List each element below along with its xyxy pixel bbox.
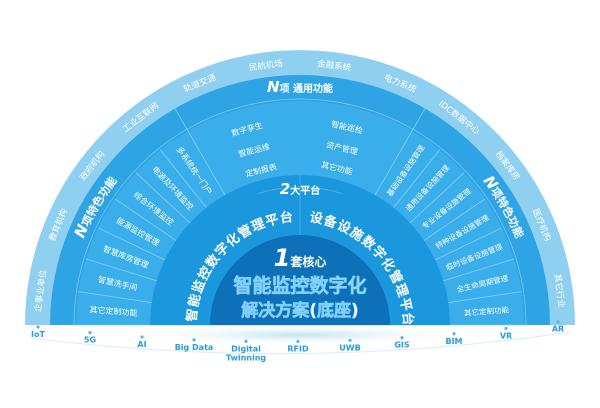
- cells-outline: [73, 98, 527, 326]
- core-line-1: 智能监控数字化: [233, 274, 366, 297]
- cell-divider: [443, 258, 515, 282]
- tech-dot: [296, 339, 300, 344]
- core-title: 1套核心: [274, 244, 327, 272]
- tech-label: Big Data: [175, 343, 214, 352]
- tech-dot: [88, 331, 92, 335]
- tech-label: BIM: [445, 337, 462, 346]
- industry-label: 民航机场: [248, 58, 283, 73]
- tech-dot: [556, 320, 560, 324]
- tech-dot: [452, 332, 456, 336]
- cell-divider: [78, 291, 152, 303]
- tech-label: AR: [552, 325, 564, 334]
- tech-dot: [348, 338, 352, 342]
- section-divider: [174, 108, 226, 196]
- tech-label: RFID: [287, 345, 309, 354]
- tech-orbit: [29, 331, 571, 355]
- cell-divider: [135, 172, 191, 224]
- tech-dot: [192, 338, 196, 342]
- feature-left-item: 其它定制功能: [89, 304, 138, 318]
- cell-divider: [85, 258, 157, 282]
- cell-divider: [409, 172, 465, 224]
- core-circle: [210, 235, 390, 325]
- core-line-2: 解决方案(底座): [241, 300, 359, 321]
- tech-label: GIS: [394, 341, 410, 350]
- tech-dot: [36, 325, 40, 329]
- cell-divider: [114, 198, 177, 241]
- cell-divider: [434, 227, 502, 261]
- industry-label: 金融系统: [317, 58, 353, 73]
- tech-label: UWB: [339, 343, 360, 352]
- platform-tab: [257, 186, 343, 195]
- tech-label: AI: [137, 340, 146, 349]
- cell-divider: [393, 149, 440, 208]
- tech-label: 5G: [84, 336, 96, 345]
- tech-dot: [400, 336, 404, 340]
- feature-right-item: 其它定制功能: [464, 304, 510, 317]
- tech-label: VR: [500, 331, 512, 340]
- base-shadow: [130, 325, 470, 345]
- section-divider: [374, 108, 426, 196]
- tech-label: IoT: [31, 330, 45, 339]
- general-title: N项 通用功能: [267, 78, 333, 96]
- industry-label: 其它行业: [552, 273, 567, 308]
- tech-dot: [244, 339, 248, 343]
- tech-dot: [504, 326, 508, 331]
- cell-divider: [98, 227, 166, 261]
- platforms-title: 2大平台: [280, 180, 320, 198]
- tech-label: Digital Twinning: [226, 344, 267, 362]
- cell-divider: [423, 198, 486, 241]
- cell-divider: [160, 149, 207, 208]
- cell-divider: [448, 291, 522, 303]
- tech-dot: [140, 335, 144, 339]
